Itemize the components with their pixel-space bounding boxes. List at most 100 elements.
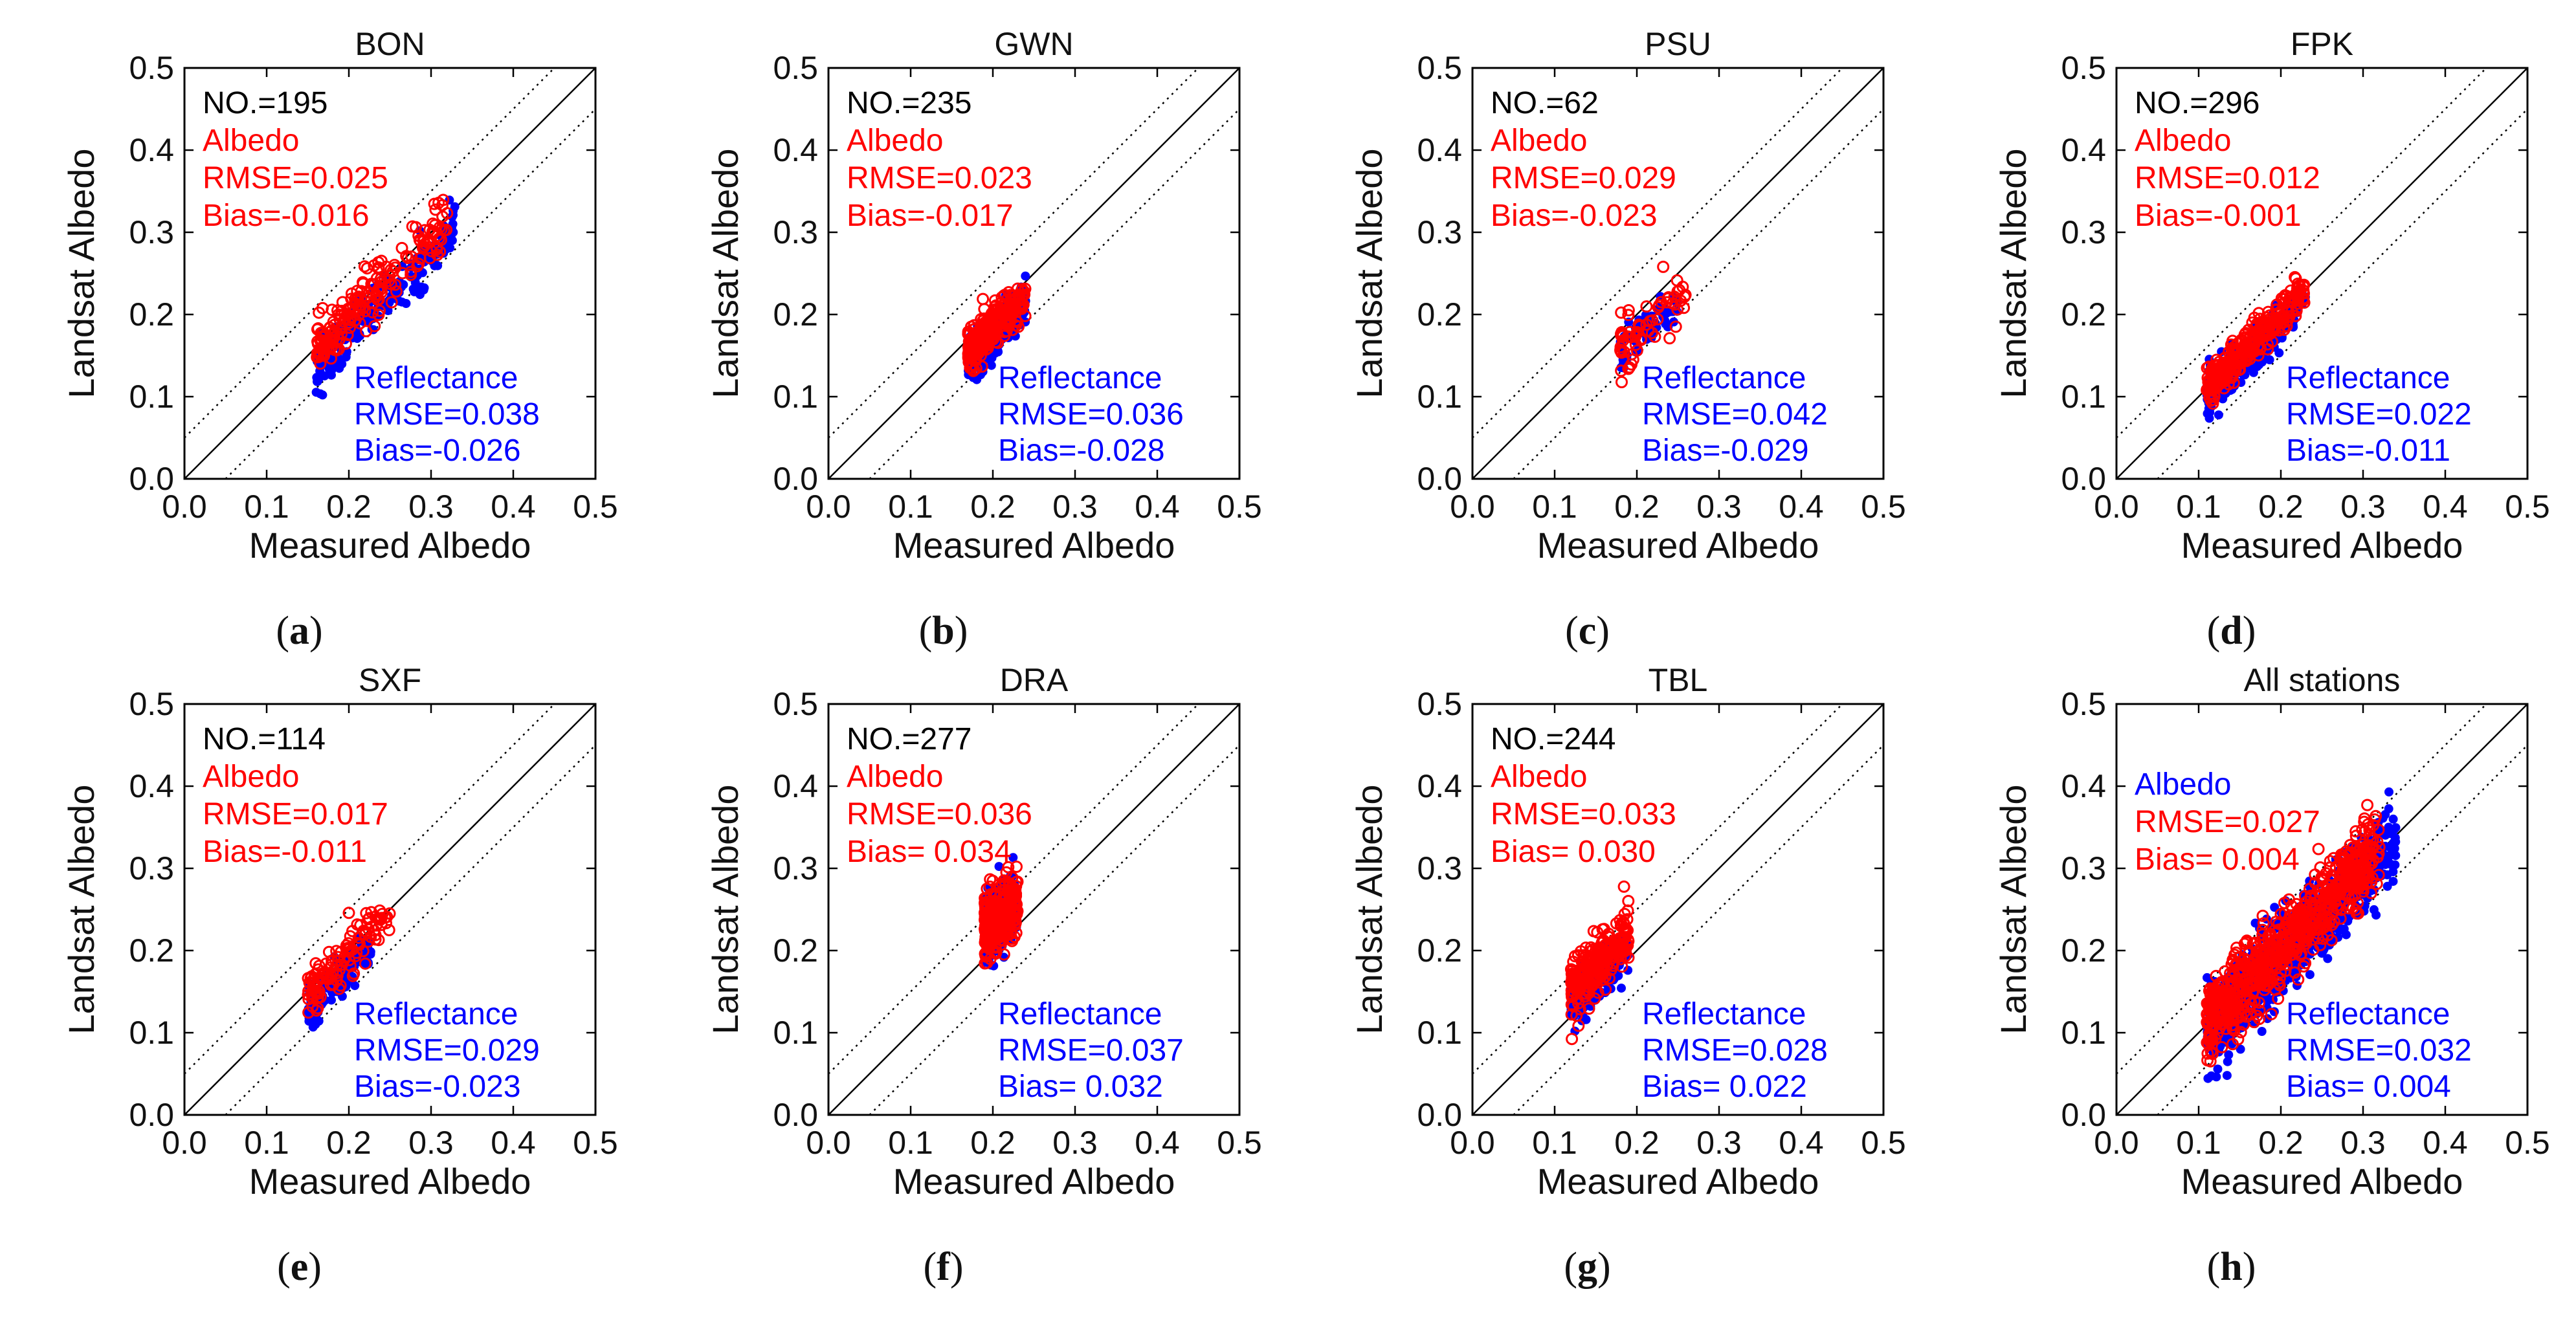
albedo-point [427,217,439,230]
albedo-point [368,259,381,272]
y-tick-label: 0.0 [129,461,174,497]
reflectance-bias: Bias= 0.004 [2286,1070,2451,1104]
scatter-panel-g: 0.00.00.10.10.20.20.30.30.40.40.50.5TBLM… [1349,662,1906,1289]
albedo-point [2289,270,2302,283]
albedo-point [1582,1002,1595,1015]
x-tick-label: 0.0 [2094,1125,2139,1161]
albedo-point [361,262,373,275]
x-axis-label: Measured Albedo [2181,1161,2463,1202]
albedo-point [2228,340,2241,353]
albedo-point [1669,320,1682,333]
albedo-point [981,342,994,355]
albedo-point [2219,965,2232,978]
albedo-point [1629,330,1642,343]
albedo-point [2226,1022,2239,1035]
reflectance-label: Reflectance [2286,361,2450,395]
albedo-point [2314,939,2327,952]
albedo-point [2324,873,2337,886]
y-tick-label: 0.1 [129,1015,174,1051]
x-tick-label: 0.0 [806,1125,851,1161]
albedo-point [991,895,1004,908]
albedo-point [2256,963,2269,976]
albedo-point [1610,950,1623,963]
x-tick-label: 0.2 [1614,489,1660,525]
y-tick-label: 0.5 [1417,686,1462,722]
x-tick-label: 0.2 [326,489,372,525]
reflectance-point [986,360,996,370]
albedo-point [2214,1002,2226,1015]
one-to-one-line [184,703,596,1116]
albedo-point [312,963,325,976]
albedo-point [1622,362,1635,375]
albedo-point [2256,923,2269,936]
albedo-point [373,304,386,317]
reflectance-point [2390,833,2400,842]
albedo-point [331,969,344,982]
y-tick-label: 0.5 [2061,686,2106,722]
albedo-point [2268,324,2281,337]
caption-paren-close: ) [955,609,968,653]
albedo-point [2291,936,2304,949]
panel-title: SXF [359,662,421,698]
one-to-one-line [828,67,1240,479]
reflectance-point [2385,851,2394,861]
caption-letter: e [291,1245,309,1289]
reflectance-point [2384,787,2393,797]
albedo-point [1007,889,1020,902]
caption-paren-close: ) [2243,609,2256,653]
x-tick-label: 0.0 [806,489,851,525]
plot-frame [183,67,597,480]
x-tick-label: 0.5 [573,1125,618,1161]
albedo-point [2270,961,2283,974]
albedo-point [2206,1021,2219,1034]
x-axis-label: Measured Albedo [893,1161,1175,1202]
x-axis-label: Measured Albedo [2181,525,2463,566]
albedo-bias: Bias= 0.034 [847,835,1012,869]
albedo-point [2340,845,2353,858]
albedo-point [2324,861,2337,874]
albedo-point [2202,1011,2215,1023]
albedo-rmse: RMSE=0.017 [203,797,388,831]
albedo-point [2221,991,2234,1004]
albedo-point [2292,973,2305,986]
x-tick-label: 0.3 [408,1125,454,1161]
reflectance-bias: Bias=-0.011 [2286,434,2450,468]
albedo-point [2258,979,2271,992]
caption-paren-close: ) [308,1245,322,1289]
reflectance-point [2213,1064,2223,1074]
albedo-label: Albedo [203,760,299,794]
y-tick-label: 0.4 [1417,768,1462,804]
albedo-point [2240,354,2253,367]
caption-letter: g [1577,1245,1597,1289]
albedo-point [2357,885,2370,898]
reflectance-point [2214,410,2223,420]
caption-paren-open: ( [2207,609,2221,653]
albedo-point [1566,1033,1579,1046]
x-tick-label: 0.5 [2505,1125,2550,1161]
x-tick-label: 0.2 [326,1125,372,1161]
reflectance-bias: Bias= 0.032 [998,1070,1163,1104]
albedo-bias: Bias=-0.016 [203,199,370,233]
albedo-point [1651,313,1664,325]
albedo-point [367,297,380,310]
panel-title: All stations [2244,662,2401,698]
albedo-point [1570,971,1582,984]
reflectance-point [383,306,393,315]
panel-caption: (a) [276,609,322,653]
reflectance-bias: Bias=-0.028 [998,434,1165,468]
albedo-point [2358,866,2371,879]
panel-caption: (g) [1564,1245,1610,1289]
reflectance-rmse: RMSE=0.028 [1642,1033,1828,1068]
albedo-point [325,352,337,365]
albedo-point [2342,902,2355,915]
albedo-point [2210,382,2223,395]
scatter-panel-a: 0.00.00.10.10.20.20.30.30.40.40.50.5BONM… [61,26,618,653]
albedo-point [2281,305,2294,318]
albedo-point [964,361,977,374]
albedo-point [414,252,427,265]
reflectance-point [2274,348,2284,358]
reflectance-point [2236,1044,2245,1054]
albedo-point [1010,861,1023,873]
albedo-point [2288,966,2301,979]
albedo-point [2270,303,2283,316]
